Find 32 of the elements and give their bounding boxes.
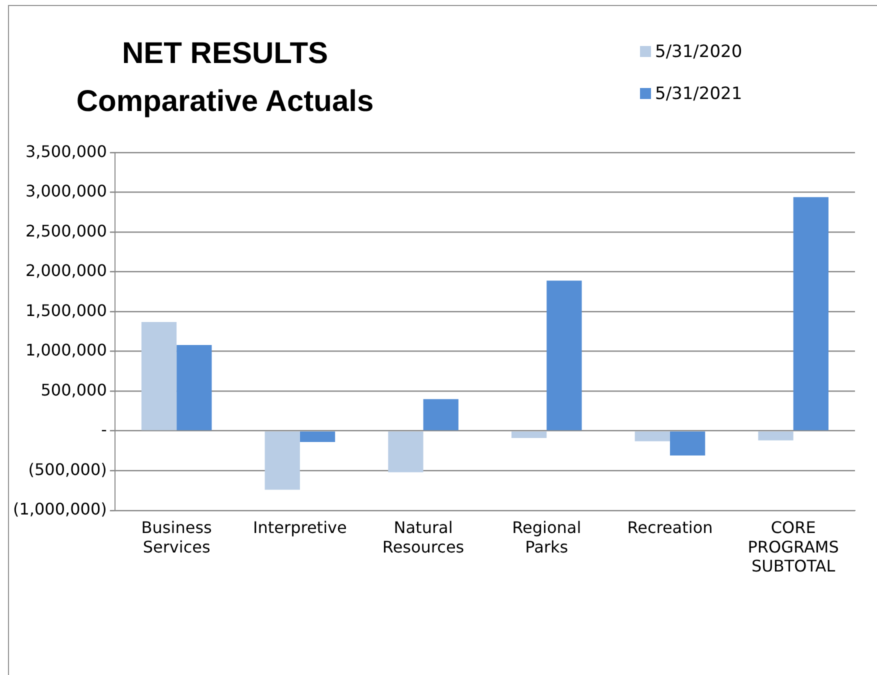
y-tick-label: (500,000): [28, 460, 107, 479]
legend-label: 5/31/2020: [655, 42, 742, 62]
y-tick-label: -: [101, 420, 107, 440]
bar: [423, 399, 458, 430]
bar: [141, 322, 177, 430]
y-tick-label: 1,000,000: [25, 340, 107, 360]
bar: [176, 345, 212, 430]
legend-label: 5/31/2021: [655, 84, 742, 104]
y-tick-label: 2,500,000: [25, 221, 107, 240]
bar: [634, 432, 670, 442]
y-tick-label: 2,000,000: [25, 261, 107, 280]
y-tick-label: 500,000: [40, 380, 107, 400]
y-tick-label: 1,500,000: [25, 300, 107, 320]
bar: [793, 197, 828, 430]
x-tick-label: Natural Resources: [382, 518, 464, 556]
chart-subtitle: Comparative Actuals: [75, 84, 375, 120]
y-tick-label: 3,000,000: [25, 182, 107, 201]
bar: [300, 432, 336, 442]
bar: [511, 432, 547, 438]
x-tick-label: Regional Parks: [512, 518, 582, 556]
y-tick-label: 3,500,000: [25, 142, 107, 161]
bar: [388, 432, 424, 472]
bar: [758, 432, 794, 440]
bar: [264, 432, 300, 490]
x-tick-label: Business Services: [141, 518, 212, 556]
x-tick-label: CORE PROGRAMS SUBTOTAL: [748, 518, 839, 576]
x-tick-label: Recreation: [627, 518, 713, 538]
bar: [670, 432, 706, 456]
x-tick-label: Interpretive: [253, 518, 347, 538]
chart-title: NET RESULTS: [120, 36, 330, 72]
y-tick-label: (1,000,000): [12, 500, 107, 519]
bar: [546, 280, 582, 430]
